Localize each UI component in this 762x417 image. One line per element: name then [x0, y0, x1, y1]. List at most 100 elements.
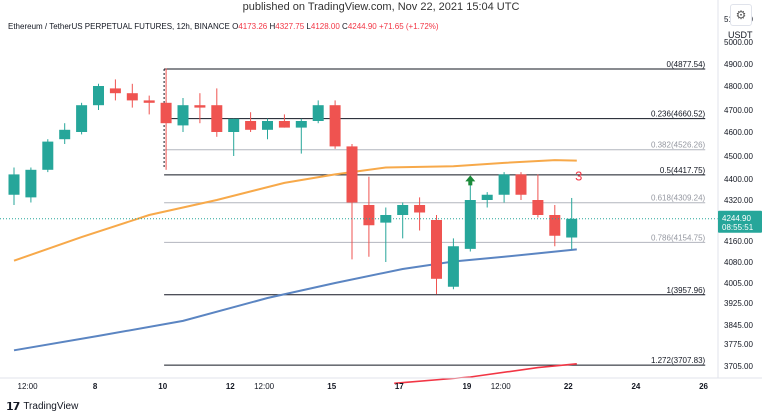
ohlc-legend: Ethereum / TetherUS PERPETUAL FUTURES, 1…	[8, 22, 439, 31]
price-tick-label: 4900.00	[724, 60, 753, 69]
close-label: C	[342, 22, 348, 31]
open-value: 4173.26	[238, 22, 268, 31]
price-tick-label: 4700.00	[724, 106, 753, 115]
fib-level-label: 1(3957.96)	[667, 286, 706, 295]
tradingview-icon: 𝟭𝟳	[6, 401, 20, 413]
price-tick-label: 3925.00	[724, 299, 753, 308]
price-tick-label: 4080.00	[724, 258, 753, 267]
low-label: L	[306, 22, 311, 31]
time-tick-label: 12:00	[491, 382, 512, 391]
price-tick-label: 3845.00	[724, 321, 753, 330]
candle-body	[177, 105, 189, 126]
candle-body	[211, 105, 223, 132]
fib-level-label: 0.618(4309.24)	[651, 194, 706, 203]
price-tick-label: 4320.00	[724, 196, 753, 205]
time-tick-label: 15	[327, 382, 336, 391]
candle-countdown-label: 08:55:51	[722, 223, 754, 232]
candle-body	[228, 118, 240, 132]
candle-body	[194, 105, 206, 108]
time-tick-label: 19	[462, 382, 471, 391]
price-tick-label: 4500.00	[724, 152, 753, 161]
price-tick-label: 4400.00	[724, 175, 753, 184]
fibonacci-levels: 0(4877.54) 0.236(4660.52) 0.382(4526.26) 0.…	[163, 60, 706, 366]
time-tick-label: 10	[158, 382, 167, 391]
open-label: O	[232, 22, 239, 31]
candle-body	[515, 174, 527, 195]
fib-level-label: 0.382(4526.26)	[651, 141, 706, 150]
candle-body	[397, 205, 409, 215]
wave-count-label: 3	[575, 168, 582, 183]
price-tick-label: 4160.00	[724, 237, 753, 246]
price-tick-label: 3705.00	[724, 362, 753, 371]
tradingview-logo: 𝟭𝟳 TradingView	[6, 400, 78, 413]
candle-body	[278, 121, 290, 128]
gear-icon[interactable]: ⚙	[730, 4, 752, 26]
candle-body	[262, 121, 273, 130]
candle-body	[498, 174, 510, 195]
candle-body	[295, 121, 307, 128]
brand-name: TradingView	[23, 401, 79, 412]
time-tick-label: 12:00	[18, 382, 39, 391]
fib-level-label: 0(4877.54)	[667, 60, 706, 69]
price-tick-label: 4005.00	[724, 279, 753, 288]
ma50-line	[13, 159, 577, 262]
high-label: H	[269, 22, 276, 31]
close-value: 4244.90	[347, 22, 377, 31]
moving-averages	[13, 159, 577, 385]
buy-arrow-icon	[465, 175, 476, 186]
candle-body	[346, 146, 358, 203]
candle-body	[25, 169, 37, 198]
time-tick-label: 17	[395, 382, 404, 391]
time-tick-label: 8	[93, 382, 98, 391]
candle-body	[363, 205, 375, 226]
high-value: 4327.75	[275, 22, 305, 31]
candle-body	[312, 105, 324, 121]
time-tick-label: 24	[631, 382, 640, 391]
change-value: +71.65 (+1.72%)	[378, 22, 439, 31]
symbol-label: Ethereum / TetherUS PERPETUAL FUTURES, 1…	[8, 22, 230, 31]
price-tick-label: 5000.00	[724, 38, 753, 47]
candle-body	[76, 105, 88, 132]
candle-body	[109, 88, 121, 94]
price-axis-bg	[718, 0, 762, 378]
time-tick-label: 26	[699, 382, 708, 391]
fib-level-label: 0.5(4417.75)	[660, 166, 706, 175]
candle-body	[380, 215, 392, 223]
price-tick-label: 4800.00	[724, 82, 753, 91]
price-tick-label: 3775.00	[724, 340, 753, 349]
candle-body	[59, 129, 71, 140]
fib-level-label: 1.272(3707.83)	[651, 356, 706, 365]
candle-body	[329, 105, 341, 147]
candle-body	[549, 215, 561, 236]
candle-body	[566, 218, 578, 238]
fib-level-label: 0.786(4154.75)	[651, 233, 706, 242]
published-header: published on TradingView.com, Nov 22, 20…	[242, 1, 520, 13]
candle-body	[126, 93, 138, 101]
candle-body	[414, 205, 426, 213]
ma200-line	[13, 248, 577, 352]
candle-body	[42, 141, 54, 170]
current-price-label: 4244.90	[722, 214, 751, 223]
candle-body	[245, 121, 257, 130]
candle-body	[8, 174, 20, 195]
candle-body	[93, 86, 104, 106]
candle-body	[481, 194, 493, 200]
candles	[8, 68, 578, 295]
ma-red-line	[394, 363, 577, 385]
candle-body	[532, 200, 544, 215]
time-tick-label: 12	[226, 382, 235, 391]
fib-level-label: 0.236(4660.52)	[651, 110, 706, 119]
candle-body	[464, 200, 476, 249]
low-value: 4128.00	[310, 22, 340, 31]
annotations: 3	[0, 168, 718, 220]
price-tick-label: 4600.00	[724, 128, 753, 137]
currency-unit: USDT	[728, 30, 753, 40]
candle-body	[160, 102, 172, 124]
candle-body	[431, 220, 442, 279]
time-tick-label: 12:00	[254, 382, 275, 391]
price-axis: 5100.005000.004900.004800.004700.004600.…	[717, 0, 762, 378]
current-price-tag	[718, 210, 762, 233]
time-tick-label: 22	[564, 382, 573, 391]
candle-body	[143, 100, 155, 103]
